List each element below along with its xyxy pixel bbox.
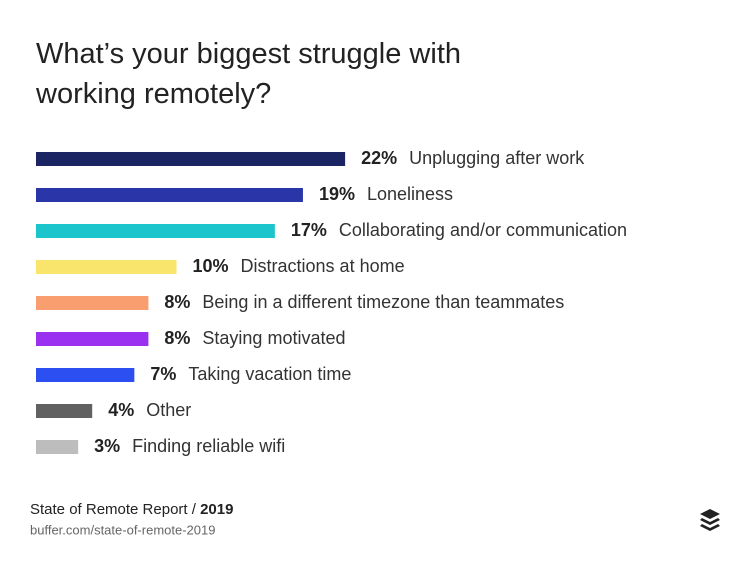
bar (36, 368, 135, 382)
source-url: buffer.com/state-of-remote-2019 (30, 522, 215, 537)
value-label: 4% (108, 400, 134, 420)
bar (36, 404, 93, 418)
category-label: Taking vacation time (188, 364, 351, 384)
source-year: 2019 (200, 501, 233, 518)
category-label: Staying motivated (202, 328, 345, 348)
category-label: Collaborating and/or communication (339, 220, 627, 240)
source-name: State of Remote Report / (30, 501, 197, 518)
value-label: 8% (164, 292, 190, 312)
value-label: 8% (164, 328, 190, 348)
value-label: 19% (319, 184, 355, 204)
source: State of Remote Report / 2019 (30, 501, 233, 518)
value-label: 22% (361, 148, 397, 168)
bar (36, 224, 275, 238)
category-label: Distractions at home (241, 256, 405, 276)
value-label: 17% (291, 220, 327, 240)
value-label: 10% (193, 256, 229, 276)
category-label: Finding reliable wifi (132, 436, 285, 456)
bar (36, 152, 346, 166)
category-label: Loneliness (367, 184, 453, 204)
logo (700, 509, 720, 531)
bar (36, 188, 303, 202)
bar (36, 440, 79, 454)
bar (36, 332, 149, 346)
value-label: 7% (150, 364, 176, 384)
category-label: Other (146, 400, 191, 420)
bar (36, 296, 149, 310)
value-label: 3% (94, 436, 120, 456)
category-label: Unplugging after work (409, 148, 585, 168)
chart-title: What’s your biggest struggle with workin… (36, 38, 462, 110)
category-label: Being in a different timezone than teamm… (202, 292, 564, 312)
bar (36, 260, 177, 274)
